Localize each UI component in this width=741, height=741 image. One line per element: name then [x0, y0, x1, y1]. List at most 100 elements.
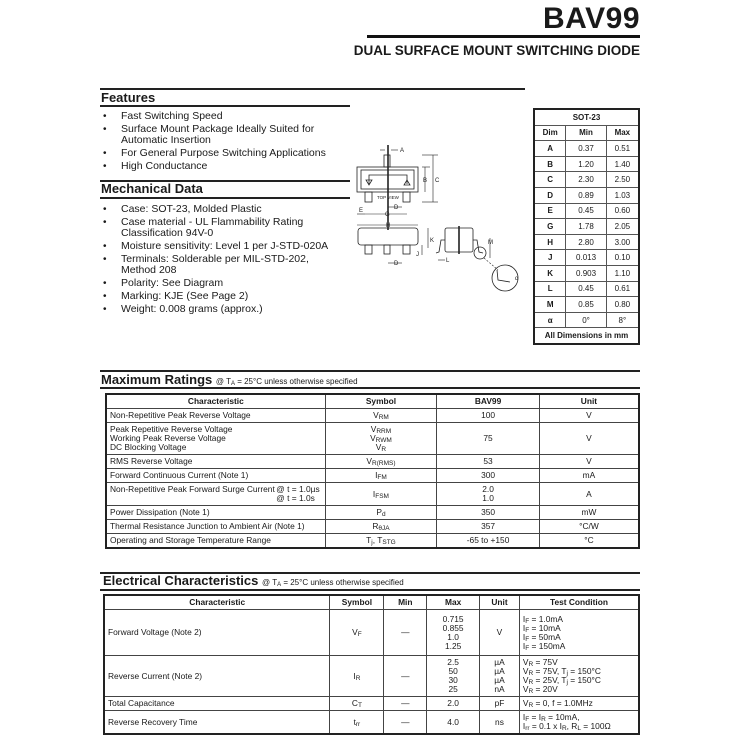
subscript: F [525, 635, 530, 643]
features-list: Fast Switching SpeedSurface Mount Packag… [102, 111, 342, 174]
table-row: B 1.20 1.40 [533, 155, 640, 173]
text-segment: T [366, 535, 372, 545]
mechanical-item: Moisture sensitivity: Level 1 per J-STD-… [102, 241, 342, 253]
dim-cell: E [533, 202, 567, 220]
value-cell: 2.30 [565, 171, 607, 188]
text-segment: 1.0 [482, 493, 494, 503]
value-cell: -65 to +150 [436, 533, 540, 549]
text-segment: — [401, 627, 410, 637]
subscript: j [566, 679, 568, 686]
unit-cell: mA [538, 468, 640, 483]
text-segment: = 150mA [529, 640, 566, 651]
text-line: @ TA = 25°C unless otherwise specified [262, 578, 404, 588]
text-segment: V [496, 627, 503, 637]
text-line: VR = 75V, Tj = 150°C [523, 667, 635, 677]
dim-label-d: D [394, 205, 399, 211]
text-line: Power Dissipation (Note 1) [110, 508, 322, 517]
text-line: @ t = 1.0s [276, 494, 319, 503]
text-line: Non-Repetitive Peak Reverse Voltage [110, 411, 322, 420]
symbol-cell: VR(RMS) [324, 454, 438, 469]
symbol-cell: IFSM [324, 482, 438, 506]
text-line: Pd [329, 508, 434, 518]
text-segment: 53 [483, 456, 493, 466]
dim-label-alpha: α [515, 276, 519, 282]
dim-cell: α [533, 311, 567, 329]
column-header: Symbol [324, 393, 438, 409]
value-cell: 1.78 [565, 218, 607, 235]
part-number-title: BAV99 [543, 2, 640, 35]
text-segment: V [522, 657, 529, 667]
text-line: A [543, 489, 635, 499]
characteristic-cell: RMS Reverse Voltage [105, 454, 326, 469]
value-cell: 350 [436, 505, 540, 520]
section-rule [100, 197, 350, 199]
section-rule [100, 180, 350, 182]
text-segment: 30 [448, 675, 458, 685]
dim-cell: H [533, 233, 567, 251]
text-segment: 75 [483, 433, 493, 443]
text-line: VR = 75V [522, 657, 635, 668]
electrical-condition: @ TA = 25°C unless otherwise specified [262, 578, 404, 588]
table-row: C 2.30 2.50 [533, 171, 640, 188]
symbol-cell: trr [329, 710, 385, 735]
features-item: High Conductance [102, 161, 342, 173]
text-line: mA [543, 471, 635, 480]
dim-cell: G [533, 218, 567, 235]
dimension-lines [357, 149, 499, 271]
text-segment: = 25V, T [533, 675, 567, 685]
text-segment: pF [494, 698, 505, 708]
table-row: K 0.903 1.10 [533, 264, 640, 282]
text-segment: 0.855 [442, 622, 464, 633]
text-segment: = 1.0mA [529, 613, 563, 624]
text-segment: -65 to +150 [466, 535, 510, 545]
text-line: °C/W [543, 522, 635, 531]
table-row: Thermal Resistance Junction to Ambient A… [105, 519, 640, 534]
value-cell: 357 [436, 519, 540, 534]
column-header: BAV99 [436, 393, 540, 409]
column-header: Characteristic [103, 594, 331, 610]
text-line: VR [329, 443, 434, 453]
characteristic-cell: Forward Continuous Current (Note 1) [105, 468, 326, 483]
part-description: DUAL SURFACE MOUNT SWITCHING DIODE [353, 43, 640, 58]
text-segment: 300 [481, 470, 496, 480]
package-dimensions-table: SOT-23 Dim Min Max A 0.37 0.51 B 1.20 1.40 C 2.30 2.… [533, 108, 640, 345]
characteristic-cell: Operating and Storage Temperature Range [105, 533, 326, 549]
top-view-label: TOP VIEW [377, 195, 400, 200]
subscript: F [525, 644, 530, 652]
value-cell: 1.03 [605, 186, 640, 204]
text-line: — [387, 717, 423, 727]
text-line: 50 [430, 667, 476, 676]
subscript: R [381, 446, 387, 453]
value-cell: 2.05 [605, 218, 640, 235]
text-line: °C [543, 536, 635, 545]
table-row: α 0° 8° [533, 311, 640, 329]
electrical-heading: Electrical Characteristics @ TA = 25°C u… [103, 573, 404, 588]
dim-label-h: H [386, 223, 390, 229]
subscript: A [277, 582, 282, 588]
value-cell: 0.10 [605, 249, 640, 266]
table-title: SOT-23 [533, 108, 640, 126]
value-cell: 75 [436, 422, 540, 455]
value-cell: 0.85 [565, 296, 607, 313]
max-cell: 0.715 0.855 1.0 1.25 [426, 609, 481, 656]
text-segment: 100 [481, 410, 496, 420]
characteristic-cell: Thermal Resistance Junction to Ambient A… [105, 519, 326, 534]
unit-cell: V [538, 454, 640, 469]
table-row: J 0.013 0.10 [533, 249, 640, 266]
text-line: VR(RMS) [329, 457, 434, 467]
dim-cell: M [533, 296, 567, 313]
text-line: µA [483, 676, 516, 685]
text-segment: Peak Repetitive Reverse Voltage [110, 424, 233, 434]
dim-label-m: M [488, 240, 493, 246]
characteristic-cell: Total Capacitance [103, 696, 331, 711]
value-cell: 1.10 [605, 264, 640, 282]
value-cell: 0.45 [565, 280, 607, 298]
text-segment: Non-Repetitive Peak Forward Surge Curren… [110, 484, 275, 494]
text-line: CT [333, 699, 380, 709]
text-segment: = 150°C [567, 675, 601, 685]
text-segment: V [522, 698, 529, 708]
subscript: θJA [378, 525, 390, 532]
symbol-cell: VF [329, 609, 385, 656]
value-cell: 0.51 [605, 140, 640, 157]
subscript: FM [377, 474, 387, 481]
